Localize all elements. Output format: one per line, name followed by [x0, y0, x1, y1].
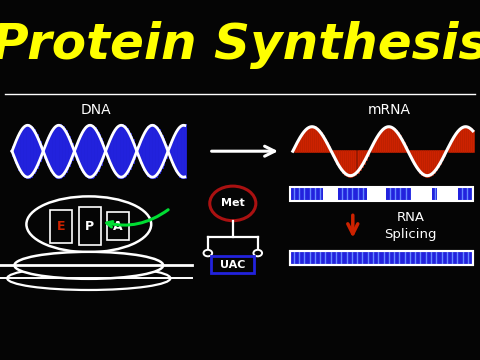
- Text: UAC: UAC: [220, 260, 245, 270]
- Bar: [386, 187, 411, 201]
- Bar: [411, 187, 432, 201]
- Ellipse shape: [26, 197, 151, 252]
- Bar: [432, 187, 458, 201]
- Ellipse shape: [7, 266, 170, 290]
- FancyBboxPatch shape: [50, 210, 72, 243]
- Circle shape: [210, 186, 256, 221]
- Circle shape: [204, 250, 212, 256]
- Circle shape: [253, 250, 262, 256]
- Text: Protein Synthesis: Protein Synthesis: [0, 21, 480, 69]
- Bar: [290, 187, 473, 201]
- Bar: [437, 187, 458, 201]
- Text: DNA: DNA: [81, 103, 111, 117]
- Text: Met: Met: [221, 198, 245, 208]
- Bar: [367, 187, 386, 201]
- Bar: [338, 187, 367, 201]
- FancyBboxPatch shape: [79, 207, 101, 246]
- FancyBboxPatch shape: [211, 256, 254, 273]
- Bar: [290, 251, 473, 265]
- Text: mRNA: mRNA: [367, 103, 410, 117]
- FancyBboxPatch shape: [107, 212, 129, 240]
- Bar: [458, 187, 473, 201]
- Bar: [323, 187, 338, 201]
- Bar: [290, 187, 323, 201]
- Text: RNA
Splicing: RNA Splicing: [384, 211, 437, 241]
- Bar: [290, 187, 473, 201]
- Text: A: A: [113, 220, 122, 233]
- Ellipse shape: [14, 252, 163, 279]
- Text: P: P: [85, 220, 95, 233]
- Bar: [290, 251, 473, 265]
- Text: E: E: [57, 220, 65, 233]
